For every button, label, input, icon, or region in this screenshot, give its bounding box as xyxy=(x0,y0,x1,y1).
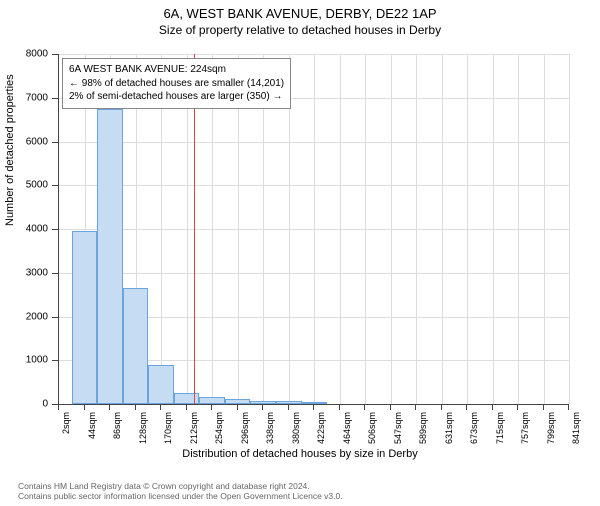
ytick-label: 8000 xyxy=(8,49,48,60)
xtick-label: 631sqm xyxy=(444,412,454,444)
xtick-mark xyxy=(364,404,365,410)
gridline-vertical xyxy=(467,54,468,404)
xtick-label: 589sqm xyxy=(418,412,428,444)
gridline-vertical xyxy=(569,54,570,404)
histogram-bar xyxy=(250,401,276,405)
ytick-mark xyxy=(52,54,58,55)
histogram-bar xyxy=(123,288,149,404)
ytick-label: 5000 xyxy=(8,180,48,191)
xtick-label: 128sqm xyxy=(138,412,148,444)
xtick-label: 673sqm xyxy=(469,412,479,444)
xtick-mark xyxy=(288,404,289,410)
ytick-label: 6000 xyxy=(8,136,48,147)
xtick-mark xyxy=(339,404,340,410)
ytick-mark xyxy=(52,229,58,230)
xtick-mark xyxy=(237,404,238,410)
gridline-vertical xyxy=(416,54,417,404)
gridline-vertical xyxy=(442,54,443,404)
xtick-label: 757sqm xyxy=(520,412,530,444)
xtick-label: 799sqm xyxy=(546,412,556,444)
xtick-mark xyxy=(568,404,569,410)
histogram-bar xyxy=(302,402,328,404)
histogram-bar xyxy=(148,365,174,404)
xtick-mark xyxy=(211,404,212,410)
xtick-label: 86sqm xyxy=(112,412,122,439)
xtick-mark xyxy=(390,404,391,410)
xtick-mark xyxy=(415,404,416,410)
info-line-subject: 6A WEST BANK AVENUE: 224sqm xyxy=(69,63,284,77)
xtick-mark xyxy=(466,404,467,410)
xtick-label: 506sqm xyxy=(367,412,377,444)
ytick-mark xyxy=(52,98,58,99)
xtick-label: 715sqm xyxy=(495,412,505,444)
xtick-mark xyxy=(313,404,314,410)
histogram-bar xyxy=(225,399,251,404)
xtick-label: 464sqm xyxy=(342,412,352,444)
page-subtitle: Size of property relative to detached ho… xyxy=(0,23,600,37)
info-callout: 6A WEST BANK AVENUE: 224sqm ← 98% of det… xyxy=(62,58,291,109)
histogram-bar xyxy=(276,401,302,404)
xtick-mark xyxy=(58,404,59,410)
ytick-label: 4000 xyxy=(8,224,48,235)
info-line-smaller: ← 98% of detached houses are smaller (14… xyxy=(69,77,284,91)
histogram-bar xyxy=(174,393,200,404)
gridline-vertical xyxy=(314,54,315,404)
ytick-mark xyxy=(52,273,58,274)
xtick-label: 254sqm xyxy=(214,412,224,444)
xtick-label: 2sqm xyxy=(61,412,71,434)
histogram-bar xyxy=(199,397,225,404)
xtick-label: 170sqm xyxy=(163,412,173,444)
ytick-mark xyxy=(52,317,58,318)
xtick-mark xyxy=(262,404,263,410)
xtick-mark xyxy=(84,404,85,410)
footer-line-2: Contains public sector information licen… xyxy=(18,491,343,502)
xtick-mark xyxy=(109,404,110,410)
footer-line-1: Contains HM Land Registry data © Crown c… xyxy=(18,481,343,492)
xtick-mark xyxy=(543,404,544,410)
xtick-mark xyxy=(441,404,442,410)
gridline-vertical xyxy=(544,54,545,404)
ytick-mark xyxy=(52,185,58,186)
histogram-bar xyxy=(97,109,123,404)
chart-area: 6A WEST BANK AVENUE: 224sqm ← 98% of det… xyxy=(58,54,568,404)
ytick-mark xyxy=(52,360,58,361)
ytick-label: 7000 xyxy=(8,92,48,103)
xtick-label: 338sqm xyxy=(265,412,275,444)
page-title: 6A, WEST BANK AVENUE, DERBY, DE22 1AP xyxy=(0,6,600,21)
ytick-label: 3000 xyxy=(8,267,48,278)
info-line-larger: 2% of semi-detached houses are larger (3… xyxy=(69,90,284,104)
x-axis-label: Distribution of detached houses by size … xyxy=(0,448,600,460)
gridline-vertical xyxy=(365,54,366,404)
xtick-label: 296sqm xyxy=(240,412,250,444)
ytick-label: 0 xyxy=(8,399,48,410)
ytick-mark xyxy=(52,142,58,143)
xtick-mark xyxy=(492,404,493,410)
xtick-mark xyxy=(135,404,136,410)
gridline-vertical xyxy=(518,54,519,404)
xtick-mark xyxy=(517,404,518,410)
xtick-mark xyxy=(160,404,161,410)
xtick-label: 547sqm xyxy=(393,412,403,444)
xtick-label: 212sqm xyxy=(189,412,199,444)
gridline-vertical xyxy=(391,54,392,404)
gridline-vertical xyxy=(493,54,494,404)
histogram-bar xyxy=(72,231,98,404)
ytick-label: 2000 xyxy=(8,311,48,322)
xtick-label: 841sqm xyxy=(571,412,581,444)
xtick-label: 44sqm xyxy=(87,412,97,439)
xtick-label: 380sqm xyxy=(291,412,301,444)
xtick-mark xyxy=(186,404,187,410)
ytick-label: 1000 xyxy=(8,355,48,366)
xtick-label: 422sqm xyxy=(316,412,326,444)
footer-attribution: Contains HM Land Registry data © Crown c… xyxy=(18,481,343,502)
gridline-vertical xyxy=(340,54,341,404)
